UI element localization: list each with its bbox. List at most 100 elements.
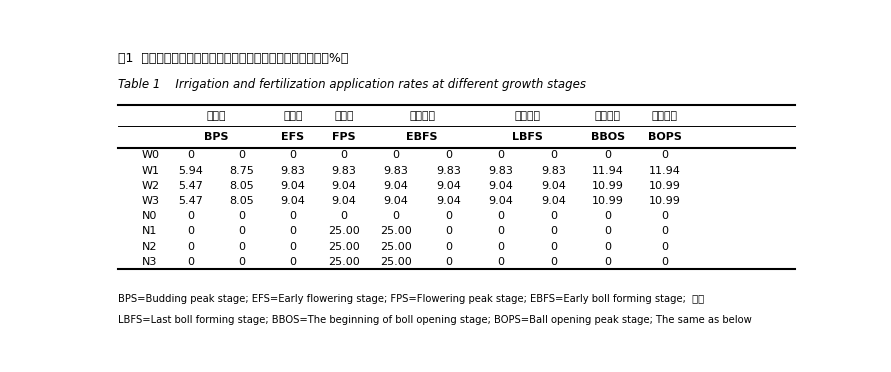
Text: 表1  不同生育期滴水量和施肥量占总滴水量和施肥量的比例（%）: 表1 不同生育期滴水量和施肥量占总滴水量和施肥量的比例（%） <box>119 52 348 65</box>
Text: N0: N0 <box>142 211 157 221</box>
Text: 0: 0 <box>661 242 668 252</box>
Text: 9.04: 9.04 <box>281 181 306 191</box>
Text: 10.99: 10.99 <box>649 181 681 191</box>
Text: 9.83: 9.83 <box>541 166 566 176</box>
Text: 25.00: 25.00 <box>380 227 412 237</box>
Text: 9.04: 9.04 <box>331 181 356 191</box>
Text: 盛铃末期: 盛铃末期 <box>514 110 540 121</box>
Text: 5.47: 5.47 <box>178 196 203 206</box>
Text: 0: 0 <box>604 257 611 267</box>
Text: 0: 0 <box>187 242 194 252</box>
Text: 0: 0 <box>604 150 611 160</box>
Text: N2: N2 <box>142 242 157 252</box>
Text: 0: 0 <box>290 257 297 267</box>
Text: 盛铃始期: 盛铃始期 <box>409 110 435 121</box>
Text: 8.05: 8.05 <box>230 181 254 191</box>
Text: 0: 0 <box>550 227 557 237</box>
Text: 开花期: 开花期 <box>283 110 303 121</box>
Text: 0: 0 <box>497 150 504 160</box>
Text: 吐絮初期: 吐絮初期 <box>595 110 621 121</box>
Text: 8.75: 8.75 <box>230 166 254 176</box>
Text: 0: 0 <box>661 257 668 267</box>
Text: 8.05: 8.05 <box>230 196 254 206</box>
Text: 9.04: 9.04 <box>436 181 461 191</box>
Text: 0: 0 <box>392 150 399 160</box>
Text: W3: W3 <box>142 196 159 206</box>
Text: 25.00: 25.00 <box>328 257 360 267</box>
Text: 盛蕾期: 盛蕾期 <box>207 110 226 121</box>
Text: LBFS: LBFS <box>511 132 543 142</box>
Text: 9.04: 9.04 <box>383 196 408 206</box>
Text: 9.83: 9.83 <box>331 166 356 176</box>
Text: 25.00: 25.00 <box>380 242 412 252</box>
Text: 9.83: 9.83 <box>488 166 513 176</box>
Text: 9.04: 9.04 <box>331 196 356 206</box>
Text: 25.00: 25.00 <box>328 242 360 252</box>
Text: 0: 0 <box>445 150 452 160</box>
Text: 9.83: 9.83 <box>383 166 408 176</box>
Text: 9.04: 9.04 <box>488 196 513 206</box>
Text: 0: 0 <box>550 242 557 252</box>
Text: 10.99: 10.99 <box>649 196 681 206</box>
Text: 5.94: 5.94 <box>178 166 203 176</box>
Text: 0: 0 <box>392 211 399 221</box>
Text: 0: 0 <box>187 150 194 160</box>
Text: 9.83: 9.83 <box>281 166 306 176</box>
Text: 0: 0 <box>187 257 194 267</box>
Text: 0: 0 <box>497 257 504 267</box>
Text: 9.04: 9.04 <box>281 196 306 206</box>
Text: 9.04: 9.04 <box>488 181 513 191</box>
Text: 0: 0 <box>239 242 245 252</box>
Text: LBFS=Last boll forming stage; BBOS=The beginning of boll opening stage; BOPS=Bal: LBFS=Last boll forming stage; BBOS=The b… <box>119 315 752 326</box>
Text: 0: 0 <box>290 242 297 252</box>
Text: 10.99: 10.99 <box>592 181 624 191</box>
Text: W2: W2 <box>142 181 159 191</box>
Text: 0: 0 <box>604 227 611 237</box>
Text: 0: 0 <box>497 211 504 221</box>
Text: N1: N1 <box>142 227 157 237</box>
Text: Table 1    Irrigation and fertilization application rates at different growth st: Table 1 Irrigation and fertilization app… <box>119 78 586 90</box>
Text: 11.94: 11.94 <box>592 166 624 176</box>
Text: 11.94: 11.94 <box>649 166 681 176</box>
Text: 9.04: 9.04 <box>436 196 461 206</box>
Text: 0: 0 <box>661 150 668 160</box>
Text: 0: 0 <box>340 150 347 160</box>
Text: 9.04: 9.04 <box>541 181 566 191</box>
Text: 0: 0 <box>497 242 504 252</box>
Text: 0: 0 <box>340 211 347 221</box>
Text: 9.04: 9.04 <box>541 196 566 206</box>
Text: EBFS: EBFS <box>406 132 437 142</box>
Text: 0: 0 <box>661 211 668 221</box>
Text: 25.00: 25.00 <box>380 257 412 267</box>
Text: 0: 0 <box>445 257 452 267</box>
Text: 0: 0 <box>187 227 194 237</box>
Text: 吐絮盛期: 吐絮盛期 <box>651 110 677 121</box>
Text: 10.99: 10.99 <box>592 196 624 206</box>
Text: EFS: EFS <box>282 132 305 142</box>
Text: 0: 0 <box>445 227 452 237</box>
Text: 5.47: 5.47 <box>178 181 203 191</box>
Text: 0: 0 <box>661 227 668 237</box>
Text: W1: W1 <box>142 166 159 176</box>
Text: BPS=Budding peak stage; EFS=Early flowering stage; FPS=Flowering peak stage; EBF: BPS=Budding peak stage; EFS=Early flower… <box>119 294 705 304</box>
Text: 0: 0 <box>445 211 452 221</box>
Text: 0: 0 <box>550 257 557 267</box>
Text: 0: 0 <box>290 150 297 160</box>
Text: 9.83: 9.83 <box>436 166 461 176</box>
Text: 9.04: 9.04 <box>383 181 408 191</box>
Text: 0: 0 <box>290 211 297 221</box>
Text: BOPS: BOPS <box>648 132 682 142</box>
Text: 25.00: 25.00 <box>328 227 360 237</box>
Text: 0: 0 <box>497 227 504 237</box>
Text: BPS: BPS <box>204 132 229 142</box>
Text: W0: W0 <box>142 150 159 160</box>
Text: 0: 0 <box>239 227 245 237</box>
Text: FPS: FPS <box>332 132 356 142</box>
Text: 0: 0 <box>550 150 557 160</box>
Text: BBOS: BBOS <box>591 132 625 142</box>
Text: 0: 0 <box>187 211 194 221</box>
Text: 0: 0 <box>239 257 245 267</box>
Text: 0: 0 <box>290 227 297 237</box>
Text: 0: 0 <box>239 150 245 160</box>
Text: 0: 0 <box>239 211 245 221</box>
